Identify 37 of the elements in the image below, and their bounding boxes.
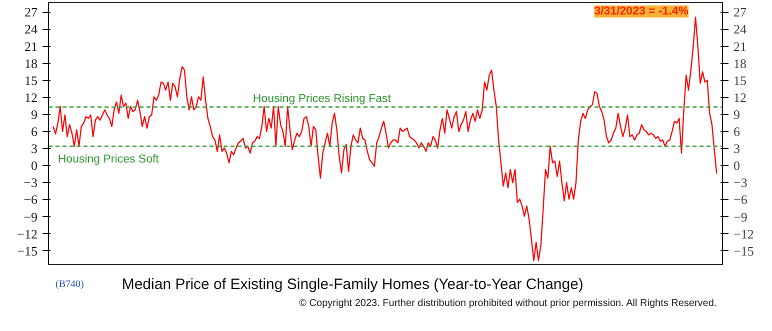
y2-tick-label: 27 xyxy=(734,4,747,20)
text: Median Price of Existing Single-Family Homes (Year-to-Year Change) xyxy=(122,276,584,293)
y2-tick-label: 15 xyxy=(734,72,746,88)
y2-tick-label: −3 xyxy=(734,175,748,190)
y2-tick-label: 21 xyxy=(734,38,746,54)
y-tick-label: −9 xyxy=(24,209,38,224)
y2-tick-label: 12 xyxy=(734,90,746,105)
y2-tick-label: 9 xyxy=(734,106,740,122)
y-tick-label: 6 xyxy=(31,124,38,140)
y-tick-label: 27 xyxy=(24,4,38,20)
y-tick-label: −15 xyxy=(17,243,38,258)
y2-tick-label: −15 xyxy=(734,243,754,258)
y-tick-label: −6 xyxy=(24,192,38,208)
y-tick-label: 24 xyxy=(24,22,38,37)
y-tick-label: 18 xyxy=(24,56,38,71)
line-series xyxy=(52,16,718,262)
y2-tick-label: −9 xyxy=(734,209,748,224)
y-tick-label: −3 xyxy=(24,175,38,190)
y2-tick-label: −6 xyxy=(734,192,748,208)
y2-tick-label: −12 xyxy=(734,226,754,242)
y2-tick-label: 18 xyxy=(734,56,746,71)
y2-tick-label: 6 xyxy=(734,124,740,140)
y2-tick-label: 3 xyxy=(734,141,740,156)
y-tick-label: 9 xyxy=(31,106,38,122)
text: © Copyright 2023. Further distribution prohibited without prior permission. All Rights Reserved. xyxy=(299,298,717,309)
y-tick-label: 15 xyxy=(24,72,38,88)
y-tick-label: 3 xyxy=(31,141,38,156)
text: (B740) xyxy=(55,279,84,290)
y-tick-label: −12 xyxy=(17,226,38,242)
y-tick-label: 0 xyxy=(31,158,38,174)
y-tick-label: 21 xyxy=(24,38,38,54)
ref-line-label: Housing Prices Rising Fast xyxy=(252,93,392,106)
y-tick-label: 12 xyxy=(24,90,38,105)
annotation: 3/31/2023 = -1.4% xyxy=(594,6,689,18)
ref-line-label: Housing Prices Soft xyxy=(58,153,160,166)
y2-tick-label: 0 xyxy=(734,158,740,174)
y2-tick-label: 24 xyxy=(734,22,747,37)
